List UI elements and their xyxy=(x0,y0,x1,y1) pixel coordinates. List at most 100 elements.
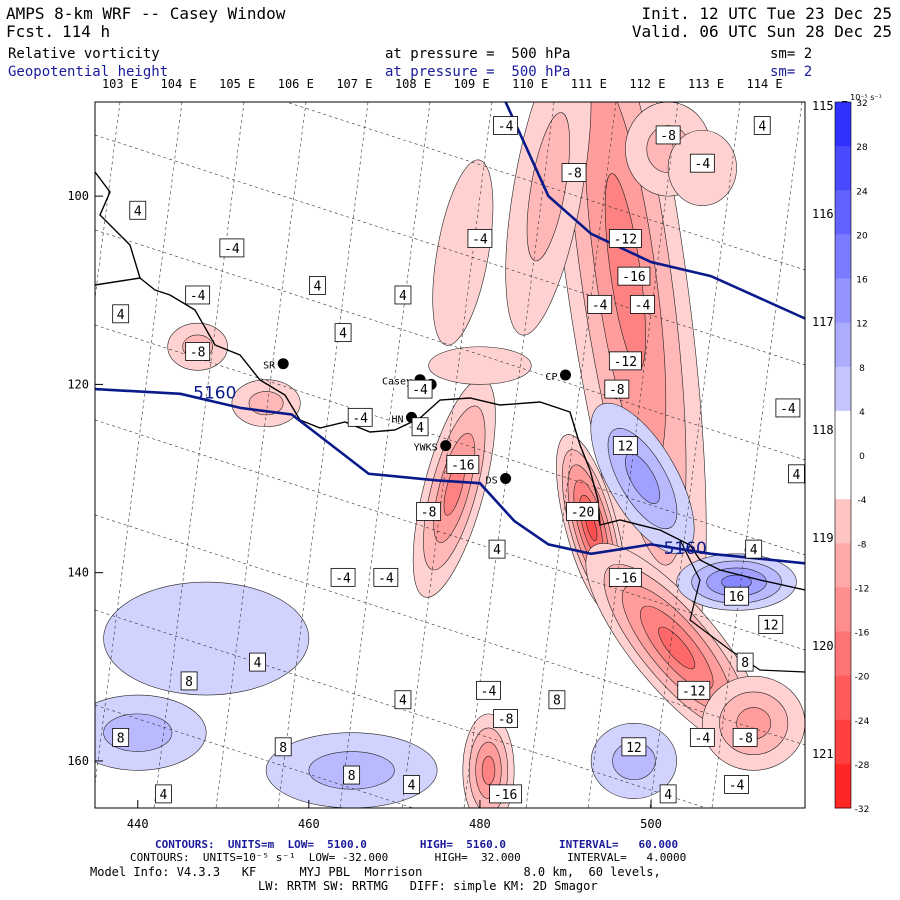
contour-label: 4 xyxy=(117,308,125,323)
vorticity-area xyxy=(432,159,494,346)
colorbar-tick-label: 20 xyxy=(856,231,868,241)
parallel-line xyxy=(95,229,805,461)
contour-label: 4 xyxy=(758,120,766,135)
contour-label-box xyxy=(112,304,130,324)
colorbar-tick-label: 28 xyxy=(856,143,868,153)
station-marker xyxy=(559,369,571,381)
contour-label-box xyxy=(758,615,784,634)
field1-smoothing: sm= 2 xyxy=(770,46,813,62)
contour-label-box xyxy=(180,671,198,691)
contour-label: -4 xyxy=(412,383,428,398)
contour-label: -8 xyxy=(566,167,582,182)
contour-label: 4 xyxy=(416,421,424,436)
contour-label-box xyxy=(476,680,501,700)
colorbar-segment xyxy=(835,322,851,368)
contour-label: -12 xyxy=(614,355,637,370)
contour-label-box xyxy=(732,728,758,747)
contour-label-box xyxy=(347,407,373,427)
contour-label-box xyxy=(330,567,356,587)
lon-label-top: 104 E xyxy=(161,77,197,91)
contour-label: 12 xyxy=(763,618,779,633)
lon-label-top: 112 E xyxy=(629,77,665,91)
contour-label-box xyxy=(416,502,442,521)
contour-label-box xyxy=(394,285,412,305)
station-label: YWKS xyxy=(414,443,438,454)
contour-label: 4 xyxy=(134,204,142,219)
contour-label-box xyxy=(753,116,771,135)
contour-label-box xyxy=(724,775,749,794)
lon-label-top: 111 E xyxy=(571,77,607,91)
contour-label: 4 xyxy=(313,280,321,295)
colorbar-segment xyxy=(835,455,851,500)
contour-label: -4 xyxy=(695,157,711,172)
contour-label: 8 xyxy=(553,694,561,709)
contour-label: 4 xyxy=(664,788,672,803)
meridian-line xyxy=(215,102,307,808)
colorbar-tick-label: -16 xyxy=(855,629,870,639)
colorbar-tick-label: 4 xyxy=(859,408,865,418)
contour-label-box xyxy=(566,502,599,521)
contour-label-box xyxy=(608,567,642,587)
contour-label-box xyxy=(373,567,399,587)
model-info-line1: Model Info: V4.3.3 KF MYJ PBL Morrison 8… xyxy=(90,865,661,879)
contour-label-box xyxy=(467,229,493,248)
contour-label: 8 xyxy=(185,675,193,690)
parallel-line xyxy=(95,324,805,556)
colorbar-segment xyxy=(835,543,851,588)
colorbar-tick-label: 16 xyxy=(856,276,868,286)
contour-label: -4 xyxy=(498,120,514,135)
plot-frame xyxy=(94,101,806,809)
contour-label: -16 xyxy=(494,788,517,803)
contour-label: -16 xyxy=(451,458,474,473)
contour-label-box xyxy=(677,680,711,700)
colorbar-tick-label: 32 xyxy=(856,99,867,109)
contour-label: -4 xyxy=(695,731,711,746)
coastline xyxy=(95,171,805,673)
station-marker xyxy=(277,358,289,370)
colorbar-segment xyxy=(835,410,851,456)
lon-label-top: 108 E xyxy=(395,77,431,91)
contour-label-box xyxy=(612,436,638,455)
field2-smoothing: sm= 2 xyxy=(770,64,813,80)
colorbar-tick-label: -20 xyxy=(855,673,870,683)
colorbar-tick-label: -24 xyxy=(855,717,870,727)
meridian-line xyxy=(649,102,741,808)
contour-label-box xyxy=(689,728,715,747)
contour-label-box xyxy=(411,417,429,437)
contour-label: -12 xyxy=(682,684,705,699)
valid-time: Valid. 06 UTC Sun 28 Dec 25 xyxy=(631,22,892,41)
contour-label: -4 xyxy=(635,298,651,313)
height-contour xyxy=(95,387,805,565)
height-contour-label: 5160 xyxy=(664,539,707,559)
contour-label-box xyxy=(655,125,681,145)
contour-label-box xyxy=(343,765,361,785)
contour-label-box xyxy=(112,728,130,747)
y-tick-label: 100 xyxy=(67,189,89,203)
contour-label: -4 xyxy=(729,778,745,793)
contour-label-box xyxy=(736,652,754,672)
parallel-line xyxy=(95,514,805,746)
vorticity-shading xyxy=(95,102,805,808)
contour-label: -16 xyxy=(622,270,645,285)
colorbar-frame xyxy=(834,101,852,809)
vorticity-area xyxy=(658,626,696,670)
contour-label-box xyxy=(659,784,677,804)
contour-label-box xyxy=(608,229,642,248)
contour-label-box xyxy=(689,153,715,173)
y-tick-label: 120 xyxy=(67,377,89,391)
contour-label-box xyxy=(394,690,412,710)
meridian-line xyxy=(525,102,617,808)
parallel-line xyxy=(285,102,805,271)
station-label: CP xyxy=(545,372,557,383)
contour-label: 4 xyxy=(160,788,168,803)
contour-label-box xyxy=(548,690,566,710)
contour-label-box xyxy=(724,586,749,606)
height-contour xyxy=(504,102,805,320)
contour-label: -4 xyxy=(190,289,206,304)
contour-label: 8 xyxy=(741,656,749,671)
vorticity-area xyxy=(428,346,532,385)
parallel-line xyxy=(95,134,805,366)
meridian-line xyxy=(95,102,183,787)
contour-label: 4 xyxy=(750,543,758,558)
contour-label-box xyxy=(630,294,655,314)
